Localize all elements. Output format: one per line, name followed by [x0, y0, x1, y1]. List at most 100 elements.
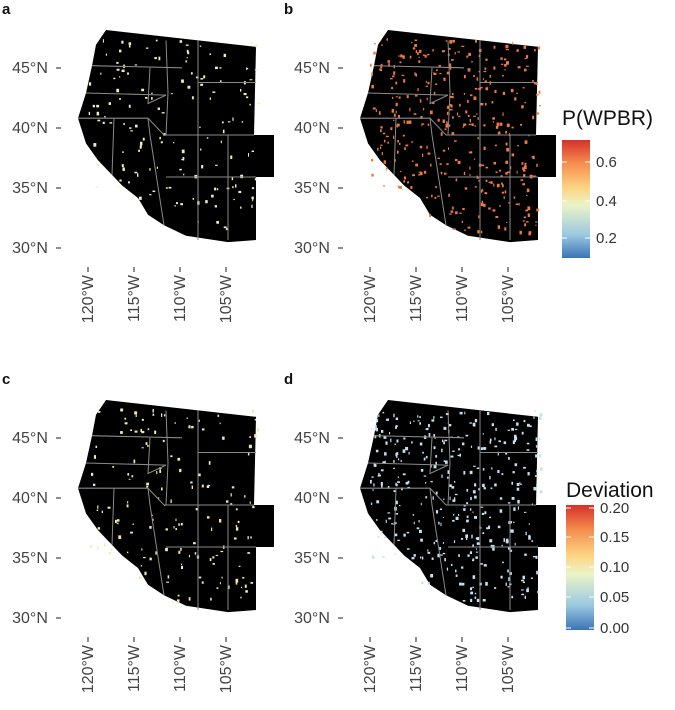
- speck: [514, 436, 518, 441]
- speck: [455, 574, 458, 577]
- speck: [395, 452, 398, 457]
- speck: [231, 486, 235, 489]
- speck: [251, 204, 253, 208]
- speck: [461, 582, 465, 586]
- speck: [461, 220, 464, 223]
- speck: [455, 516, 459, 521]
- speck: [395, 500, 398, 505]
- latitude-label: 45°N: [12, 430, 48, 447]
- speck: [524, 101, 526, 104]
- speck: [235, 508, 238, 511]
- speck: [443, 441, 445, 445]
- speck: [420, 538, 423, 542]
- speck: [167, 575, 170, 579]
- state-border: [429, 488, 447, 596]
- speck: [526, 449, 530, 451]
- speck: [222, 436, 225, 440]
- speck: [442, 516, 444, 518]
- speck: [430, 573, 434, 578]
- speck: [384, 139, 386, 143]
- speck: [535, 454, 538, 458]
- speck: [437, 157, 441, 159]
- speck: [415, 49, 417, 54]
- speck: [477, 117, 479, 120]
- speck: [489, 438, 492, 442]
- speck: [453, 497, 456, 501]
- speck: [88, 82, 92, 86]
- speck: [206, 137, 209, 139]
- speck: [161, 487, 163, 491]
- speck: [380, 126, 382, 128]
- speck: [484, 511, 487, 515]
- longitude-label: 110°W: [172, 644, 189, 692]
- speck: [207, 484, 211, 487]
- speck: [216, 587, 219, 589]
- speck: [121, 164, 124, 168]
- speck: [193, 542, 196, 545]
- speck: [476, 467, 480, 469]
- speck: [526, 221, 529, 223]
- speck: [472, 490, 476, 494]
- speck: [214, 205, 217, 208]
- speck: [231, 177, 234, 181]
- speck: [506, 61, 509, 65]
- speck: [391, 87, 393, 90]
- speck: [481, 230, 483, 234]
- speck: [443, 426, 447, 430]
- speck: [403, 120, 405, 124]
- speck: [198, 576, 202, 579]
- speck: [183, 173, 185, 176]
- speck: [128, 104, 131, 108]
- speck: [494, 445, 498, 448]
- speck: [97, 119, 101, 122]
- speck: [378, 414, 380, 418]
- speck: [131, 475, 134, 478]
- speck: [517, 499, 520, 504]
- legend-tick-label: 0.6: [596, 154, 617, 171]
- speck: [538, 416, 542, 420]
- speck: [211, 527, 213, 531]
- speck: [527, 472, 530, 476]
- speck: [397, 476, 399, 479]
- speck: [433, 446, 436, 450]
- speck: [212, 91, 216, 93]
- speck: [486, 527, 489, 530]
- speck: [533, 82, 537, 85]
- speck: [513, 196, 516, 199]
- speck: [376, 419, 379, 423]
- speck: [240, 586, 243, 589]
- speck: [459, 582, 462, 586]
- speck: [191, 425, 194, 429]
- speck: [190, 481, 193, 484]
- speck: [422, 108, 425, 111]
- speck: [152, 190, 156, 193]
- speck: [466, 502, 468, 505]
- longitude-label: 110°W: [454, 274, 471, 322]
- speck: [446, 71, 450, 75]
- state-border: [78, 487, 166, 506]
- speck: [514, 97, 517, 101]
- speck: [175, 518, 177, 522]
- speck: [140, 428, 143, 433]
- speck: [475, 548, 477, 550]
- speck: [374, 435, 377, 439]
- speck: [117, 519, 120, 522]
- speck: [188, 554, 190, 558]
- speck: [485, 87, 489, 91]
- state-border: [165, 410, 169, 506]
- speck: [215, 164, 218, 166]
- state-border: [85, 462, 167, 466]
- longitude-label: 110°W: [172, 274, 189, 322]
- speck: [160, 141, 163, 144]
- speck: [423, 457, 426, 461]
- speck: [400, 54, 403, 58]
- speck: [402, 134, 405, 137]
- speck: [399, 505, 401, 507]
- speck: [490, 487, 493, 490]
- speck: [127, 501, 129, 504]
- speck: [230, 155, 233, 160]
- speck: [535, 221, 538, 223]
- speck: [485, 166, 489, 169]
- speck: [523, 174, 526, 177]
- speck: [201, 581, 204, 584]
